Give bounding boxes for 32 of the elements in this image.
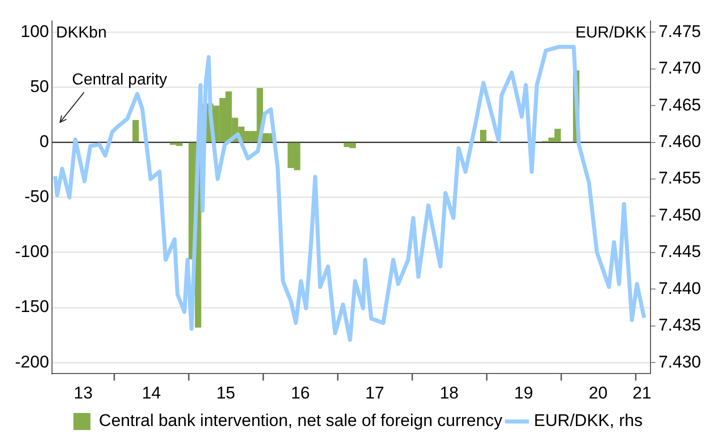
y2-tick-label: 7.470: [658, 58, 702, 78]
y2-tick-label: 7.450: [658, 205, 702, 224]
y-tick-label: -100: [14, 242, 50, 262]
y-tick-label: -200: [14, 352, 50, 372]
y-tick-label: 100: [20, 22, 50, 41]
x-tick-label: 15: [216, 383, 236, 402]
x-tick-label: 20: [588, 383, 608, 402]
y2-tick-label: 7.475: [658, 22, 702, 41]
x-tick-label: 21: [632, 383, 652, 402]
y2-tick-label: 7.465: [658, 95, 702, 114]
x-tick-label: 14: [142, 383, 161, 402]
x-tick-label: 18: [440, 383, 459, 402]
y2-tick-label: 7.430: [658, 352, 702, 372]
x-tick-label: 19: [514, 383, 534, 402]
x-tick-label: 13: [74, 383, 93, 402]
y2-tick-label: 7.455: [658, 168, 702, 188]
x-tick-label: 17: [365, 383, 384, 402]
y-tick-label: -50: [24, 187, 50, 206]
legend-label: Central bank intervention, net sale of foreign currency: [98, 411, 503, 430]
y-tick-label: 0: [40, 132, 50, 152]
annotation: Central parity: [72, 71, 168, 88]
bar: [132, 120, 139, 142]
x-tick-label: 16: [290, 383, 310, 402]
y-tick-label: -150: [14, 297, 50, 316]
y2-tick-label: 7.445: [658, 242, 702, 262]
legend-label: EUR/DKK, rhs: [534, 411, 643, 430]
y-axis-title: DKKbn: [56, 24, 107, 42]
y2-tick-label: 7.435: [658, 316, 702, 335]
y2-tick-label: 7.440: [658, 278, 702, 298]
y2-axis-title: EUR/DKK: [575, 24, 647, 42]
y2-tick-label: 7.460: [658, 132, 702, 152]
y-tick-label: 50: [30, 76, 50, 96]
